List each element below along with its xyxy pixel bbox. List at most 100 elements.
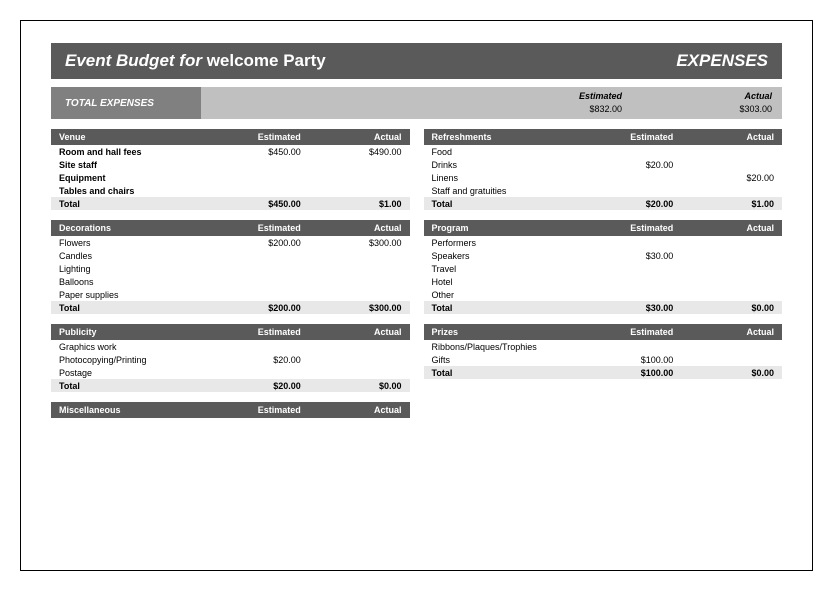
total-label: Total [432, 303, 573, 313]
row-label: Site staff [59, 160, 200, 170]
section-header: MiscellaneousEstimatedActual [51, 402, 410, 418]
row-label: Food [432, 147, 573, 157]
row-estimated [573, 186, 674, 196]
row-estimated [573, 173, 674, 183]
total-actual: $0.00 [673, 303, 774, 313]
table-row: Hotel [424, 275, 783, 288]
col-estimated-header: Estimated [573, 132, 674, 142]
row-actual [301, 160, 402, 170]
row-actual [301, 368, 402, 378]
title-prefix: Event Budget for [65, 51, 202, 70]
table-row: Paper supplies [51, 288, 410, 301]
totals-body: Estimated $832.00 Actual $303.00 [201, 87, 782, 119]
section-venue: VenueEstimatedActualRoom and hall fees$4… [51, 129, 410, 210]
event-name: welcome Party [207, 51, 326, 70]
row-actual [301, 264, 402, 274]
row-estimated [573, 147, 674, 157]
row-label: Tables and chairs [59, 186, 200, 196]
row-label: Lighting [59, 264, 200, 274]
section-header: PublicityEstimatedActual [51, 324, 410, 340]
total-estimated: $20.00 [573, 199, 674, 209]
row-actual [673, 264, 774, 274]
total-label: Total [432, 368, 573, 378]
budget-page: Event Budget for welcome Party EXPENSES … [20, 20, 813, 571]
section-name: Refreshments [432, 132, 573, 142]
table-row: Graphics work [51, 340, 410, 353]
row-estimated [200, 368, 301, 378]
table-row: Site staff [51, 158, 410, 171]
col-actual-header: Actual [301, 223, 402, 233]
row-actual [673, 277, 774, 287]
title-bar: Event Budget for welcome Party EXPENSES [51, 43, 782, 79]
row-actual [673, 251, 774, 261]
total-label: Total [59, 381, 200, 391]
totals-actual-value: $303.00 [682, 103, 772, 116]
table-row: Tables and chairs [51, 184, 410, 197]
col-estimated-header: Estimated [200, 405, 301, 415]
title-right: EXPENSES [676, 51, 768, 71]
section-total-row: Total$200.00$300.00 [51, 301, 410, 314]
row-estimated [573, 264, 674, 274]
row-label: Performers [432, 238, 573, 248]
right-column: RefreshmentsEstimatedActualFoodDrinks$20… [424, 129, 783, 418]
total-label: Total [59, 303, 200, 313]
row-estimated [200, 251, 301, 261]
col-estimated-header: Estimated [200, 132, 301, 142]
total-estimated: $30.00 [573, 303, 674, 313]
row-actual [673, 160, 774, 170]
table-row: Linens$20.00 [424, 171, 783, 184]
row-actual [673, 342, 774, 352]
table-row: Other [424, 288, 783, 301]
section-prizes: PrizesEstimatedActualRibbons/Plaques/Tro… [424, 324, 783, 379]
row-label: Graphics work [59, 342, 200, 352]
row-estimated [200, 290, 301, 300]
table-row: Candles [51, 249, 410, 262]
table-row: Room and hall fees$450.00$490.00 [51, 145, 410, 158]
row-label: Postage [59, 368, 200, 378]
row-estimated: $20.00 [573, 160, 674, 170]
total-estimated: $20.00 [200, 381, 301, 391]
total-actual: $0.00 [673, 368, 774, 378]
row-actual [301, 251, 402, 261]
row-estimated [200, 173, 301, 183]
total-label: Total [432, 199, 573, 209]
row-actual [301, 355, 402, 365]
row-label: Ribbons/Plaques/Trophies [432, 342, 573, 352]
table-row: Flowers$200.00$300.00 [51, 236, 410, 249]
row-estimated: $200.00 [200, 238, 301, 248]
row-label: Photocopying/Printing [59, 355, 200, 365]
table-row: Gifts$100.00 [424, 353, 783, 366]
table-row: Photocopying/Printing$20.00 [51, 353, 410, 366]
section-total-row: Total$450.00$1.00 [51, 197, 410, 210]
table-row: Travel [424, 262, 783, 275]
row-estimated [573, 277, 674, 287]
row-estimated [573, 238, 674, 248]
row-estimated [200, 342, 301, 352]
section-miscellaneous: MiscellaneousEstimatedActual [51, 402, 410, 418]
total-actual: $0.00 [301, 381, 402, 391]
section-name: Prizes [432, 327, 573, 337]
row-label: Other [432, 290, 573, 300]
table-row: Ribbons/Plaques/Trophies [424, 340, 783, 353]
row-label: Balloons [59, 277, 200, 287]
row-label: Room and hall fees [59, 147, 200, 157]
col-estimated-header: Estimated [200, 327, 301, 337]
section-decorations: DecorationsEstimatedActualFlowers$200.00… [51, 220, 410, 314]
row-label: Candles [59, 251, 200, 261]
row-label: Speakers [432, 251, 573, 261]
row-actual [673, 238, 774, 248]
totals-actual-col: Actual $303.00 [682, 90, 772, 115]
row-estimated [573, 290, 674, 300]
table-row: Performers [424, 236, 783, 249]
col-estimated-header: Estimated [573, 327, 674, 337]
row-estimated: $20.00 [200, 355, 301, 365]
row-actual [301, 173, 402, 183]
row-estimated [200, 264, 301, 274]
row-actual [673, 186, 774, 196]
table-row: Lighting [51, 262, 410, 275]
section-name: Miscellaneous [59, 405, 200, 415]
total-estimated: $100.00 [573, 368, 674, 378]
row-label: Staff and gratuities [432, 186, 573, 196]
section-header: VenueEstimatedActual [51, 129, 410, 145]
row-estimated: $100.00 [573, 355, 674, 365]
